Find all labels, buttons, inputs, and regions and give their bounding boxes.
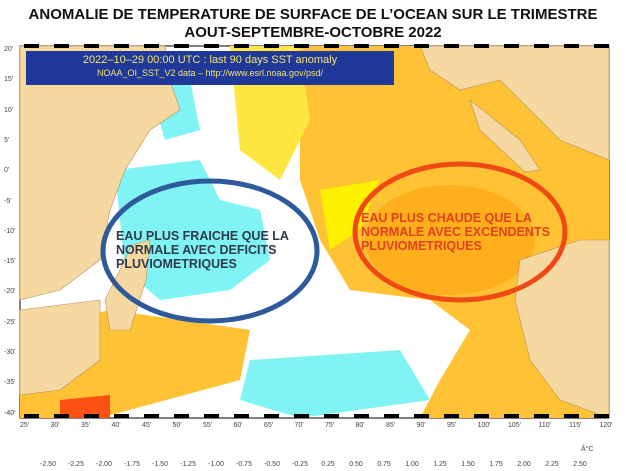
lat-label: -35' (4, 379, 16, 387)
lon-label: 40' (111, 422, 121, 429)
lat-label: 20' (4, 46, 14, 53)
land-sumatra (469, 99, 541, 173)
warm-core (365, 185, 535, 295)
hot-patch (60, 395, 110, 418)
cold-anomaly-region (115, 160, 270, 300)
lon-label: 115' (569, 422, 582, 429)
lat-label: -20' (4, 288, 16, 296)
lon-label: 120' (599, 422, 613, 429)
lat-label: -15' (4, 258, 16, 266)
lon-label: 100' (477, 422, 491, 429)
banner-line1: 2022–10–29 00:00 UTC : last 90 days SST … (82, 54, 338, 66)
colorbar-tick-label: 1.50 (461, 461, 475, 468)
colorbar-unit: Â°C (581, 446, 594, 453)
lon-label: 105' (508, 422, 522, 429)
lat-label: -10' (4, 227, 16, 235)
colorbar-tick-label: 0.75 (377, 461, 391, 468)
colorbar-tick-label: -1.50 (152, 461, 168, 468)
colorbar-tick-label: 1.75 (489, 461, 503, 468)
cold-patch-south (240, 350, 430, 418)
lon-label: 85' (386, 422, 396, 429)
lon-label: 30' (50, 422, 60, 429)
land-southeast-asia (419, 45, 610, 161)
lon-label: 95' (447, 422, 457, 429)
data-banner: 2022–10–29 00:00 UTC : last 90 days SST … (26, 51, 394, 85)
colorbar-tick-label: -0.75 (236, 461, 252, 468)
colorbar-tick-label: -1.75 (124, 461, 140, 468)
land-australia (514, 239, 610, 419)
lon-label: 25' (20, 422, 30, 429)
colorbar-tick-label: 2.50 (573, 461, 587, 468)
lon-label: 65' (264, 422, 274, 429)
lon-label: 35' (81, 422, 91, 429)
lat-label: -40' (4, 409, 16, 417)
colorbar-tick-label: -1.25 (180, 461, 196, 468)
lat-label: 10' (4, 106, 14, 114)
colorbar-tick-label: 1.25 (433, 461, 447, 468)
colorbar-tick-label: 2.25 (545, 461, 559, 468)
cold-annotation: EAU PLUS FRAICHE QUE LA NORMALE AVEC DEF… (116, 229, 289, 271)
colorbar-tick-label: -0.50 (264, 461, 280, 468)
banner-line2: NOAA_OI_SST_V2 data – http://www.esrl.no… (96, 68, 324, 78)
lon-label: 70' (294, 422, 304, 429)
warm-annotation: EAU PLUS CHAUDE QUE LA NORMALE AVEC EXCE… (361, 211, 550, 253)
lon-label: 60' (233, 422, 243, 429)
colorbar-tick-label: 2.00 (517, 461, 531, 468)
lat-label: -25' (4, 318, 16, 326)
land-southern-africa (19, 299, 101, 396)
cold-region-circle (100, 178, 320, 324)
map-title-line2: AOUT-SEPTEMBRE-OCTOBRE 2022 (184, 24, 442, 41)
lat-label: -5' (4, 197, 12, 205)
lat-label: -30' (4, 349, 16, 356)
sst-anomaly-map (19, 44, 610, 419)
map-title-line1: ANOMALIE DE TEMPERATURE DE SURFACE DE L’… (28, 6, 598, 23)
lon-label: 45' (142, 422, 152, 429)
colorbar-tick-label: 0.25 (321, 461, 335, 468)
land-madagascar (104, 239, 151, 331)
weak-warm-patch (320, 180, 380, 250)
colorbar-tick-label: -0.25 (292, 461, 308, 468)
lon-label: 80' (355, 422, 365, 429)
colorbar-tick-label: -1.00 (208, 461, 224, 468)
lat-label: 5' (4, 136, 10, 144)
lon-label: 55' (203, 422, 213, 429)
lon-label: 110' (538, 422, 552, 429)
lat-label: 15' (4, 76, 14, 84)
colorbar-tick-label: -2.50 (40, 461, 56, 468)
lon-label: 90' (416, 422, 426, 429)
colorbar-tick-label: 0.50 (349, 461, 363, 468)
warm-region-circle (352, 161, 568, 303)
lat-label: 0' (4, 167, 10, 175)
colorbar-tick-label: 1.00 (405, 461, 419, 468)
colorbar-tick-label: -2.00 (96, 461, 112, 468)
lon-label: 50' (172, 422, 182, 429)
lon-label: 75' (325, 422, 335, 429)
colorbar-tick-label: -2.25 (68, 461, 84, 468)
